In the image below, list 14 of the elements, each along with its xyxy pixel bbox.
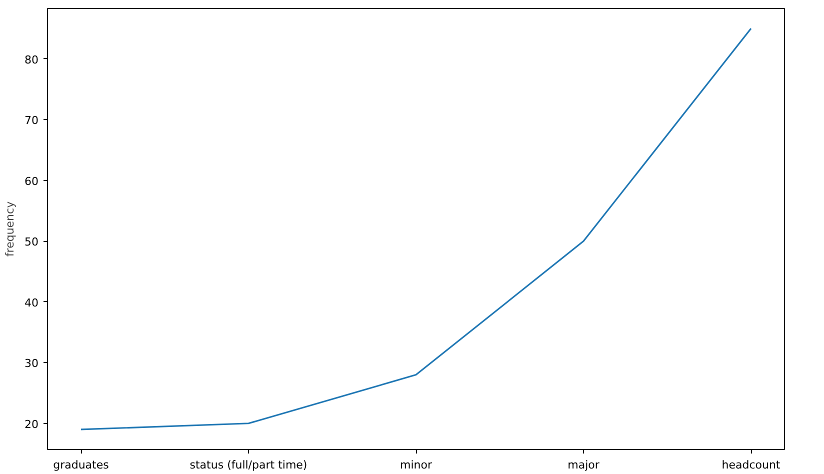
line-series	[80, 28, 752, 430]
x-tick-label: minor	[400, 458, 432, 472]
y-tick-label: 30	[24, 357, 39, 370]
y-tick-label: 40	[24, 296, 39, 310]
y-tick-label: 60	[24, 174, 39, 188]
y-tick-label: 80	[24, 53, 39, 66]
y-axis-title: frequency	[4, 200, 17, 257]
x-tick-label: status (full/part time)	[190, 458, 308, 472]
y-tick-label: 70	[24, 114, 39, 128]
x-tick-label: graduates	[53, 458, 110, 472]
x-tick-label: headcount	[722, 458, 781, 472]
y-tick-label: 20	[24, 418, 39, 431]
y-tick-label: 50	[24, 236, 39, 249]
x-tick-label: major	[568, 458, 600, 472]
